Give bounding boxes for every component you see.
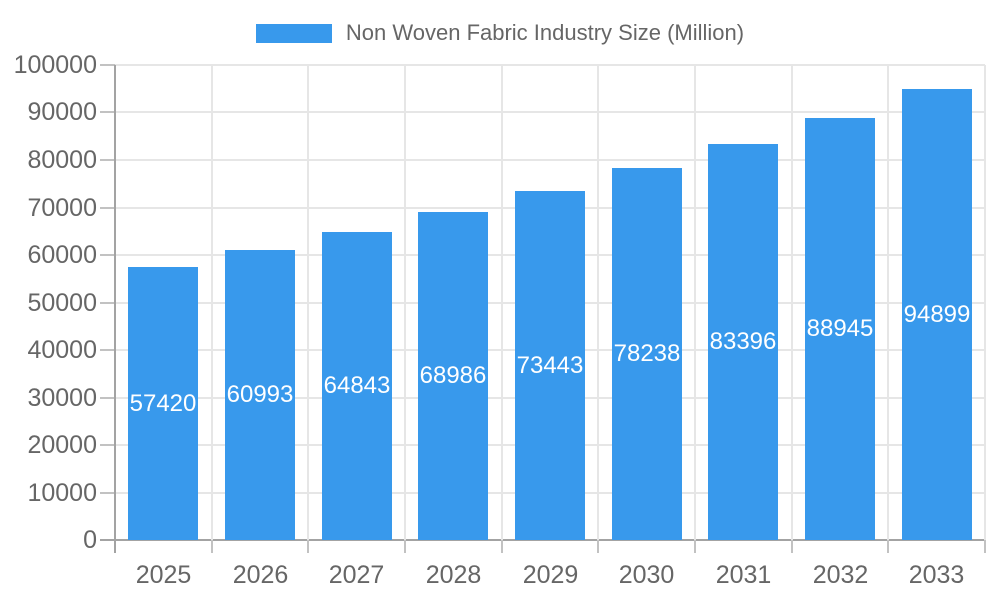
bar-2030[interactable] — [612, 168, 682, 540]
x-axis-tick-label: 2031 — [715, 561, 772, 589]
plot-area: 0 10000 20000 30000 40000 50000 60000 70000 8000… — [14, 52, 986, 588]
y-axis-tick-label: 70000 — [27, 194, 97, 222]
y-axis-tick-label: 100000 — [13, 51, 97, 79]
y-axis-tick-label: 50000 — [27, 289, 97, 317]
y-axis-tick — [100, 444, 115, 446]
x-axis-tick-label: 2032 — [812, 561, 869, 589]
x-axis-tick — [114, 540, 116, 553]
bar-2027[interactable] — [322, 232, 392, 540]
y-axis-tick-label: 40000 — [27, 336, 97, 364]
bar-2029[interactable] — [515, 191, 585, 540]
bar-2031[interactable] — [708, 144, 778, 540]
x-axis-tick — [694, 540, 696, 553]
y-axis-tick — [100, 111, 115, 113]
x-axis-tick-label: 2026 — [232, 561, 289, 589]
x-axis-tick-label: 2028 — [425, 561, 482, 589]
y-axis-tick-label: 10000 — [27, 479, 97, 507]
bar-2028[interactable] — [418, 212, 488, 540]
x-axis-tick — [404, 540, 406, 553]
y-axis-tick — [100, 302, 115, 304]
x-axis-tick — [984, 540, 986, 553]
y-axis-tick — [100, 539, 115, 541]
x-axis-tick-label: 2033 — [908, 561, 965, 589]
v-gridline — [404, 65, 406, 540]
v-gridline — [501, 65, 503, 540]
x-axis-tick-label: 2029 — [522, 561, 579, 589]
bar-2026[interactable] — [225, 250, 295, 540]
y-axis-tick — [100, 349, 115, 351]
bar-2033[interactable] — [902, 89, 972, 540]
x-axis-tick-label: 2030 — [618, 561, 675, 589]
x-axis-line — [115, 539, 985, 541]
bar-2025[interactable] — [128, 267, 198, 540]
y-axis-tick-label: 60000 — [27, 241, 97, 269]
y-axis-tick-label: 90000 — [27, 98, 97, 126]
x-axis-tick-label: 2025 — [135, 561, 192, 589]
legend-label: Non Woven Fabric Industry Size (Million) — [345, 20, 745, 45]
v-gridline — [791, 65, 793, 540]
x-axis-tick — [501, 540, 503, 553]
v-gridline — [307, 65, 309, 540]
y-axis-tick — [100, 254, 115, 256]
legend-swatch — [255, 23, 332, 43]
y-axis-tick-label: 0 — [83, 526, 97, 554]
v-gridline — [984, 65, 986, 540]
h-gridline — [115, 64, 985, 66]
y-axis-tick — [100, 207, 115, 209]
v-gridline — [694, 65, 696, 540]
x-axis-tick — [597, 540, 599, 553]
x-axis-tick — [887, 540, 889, 553]
x-axis-tick — [211, 540, 213, 553]
h-gridline — [115, 111, 985, 113]
bar-2032[interactable] — [805, 118, 875, 540]
y-axis-tick-label: 20000 — [27, 431, 97, 459]
y-axis-line — [114, 65, 116, 540]
x-axis-tick-label: 2027 — [328, 561, 385, 589]
v-gridline — [597, 65, 599, 540]
y-axis-tick — [100, 159, 115, 161]
x-axis-tick — [791, 540, 793, 553]
y-axis-tick — [100, 492, 115, 494]
v-gridline — [887, 65, 889, 540]
y-axis-tick-label: 30000 — [27, 384, 97, 412]
legend[interactable]: Non Woven Fabric Industry Size (Million) — [0, 20, 1000, 46]
y-axis-tick — [100, 64, 115, 66]
v-gridline — [211, 65, 213, 540]
y-axis-tick — [100, 397, 115, 399]
y-axis-tick-label: 80000 — [27, 146, 97, 174]
x-axis-tick — [307, 540, 309, 553]
h-gridline — [115, 159, 985, 161]
